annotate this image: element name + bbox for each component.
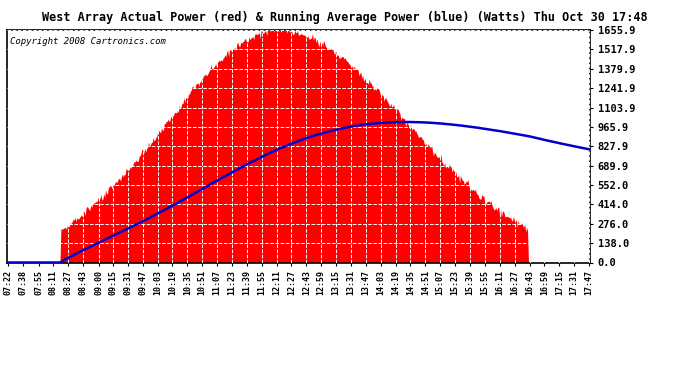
Text: Copyright 2008 Cartronics.com: Copyright 2008 Cartronics.com — [10, 37, 166, 46]
Text: West Array Actual Power (red) & Running Average Power (blue) (Watts) Thu Oct 30 : West Array Actual Power (red) & Running … — [42, 11, 648, 24]
